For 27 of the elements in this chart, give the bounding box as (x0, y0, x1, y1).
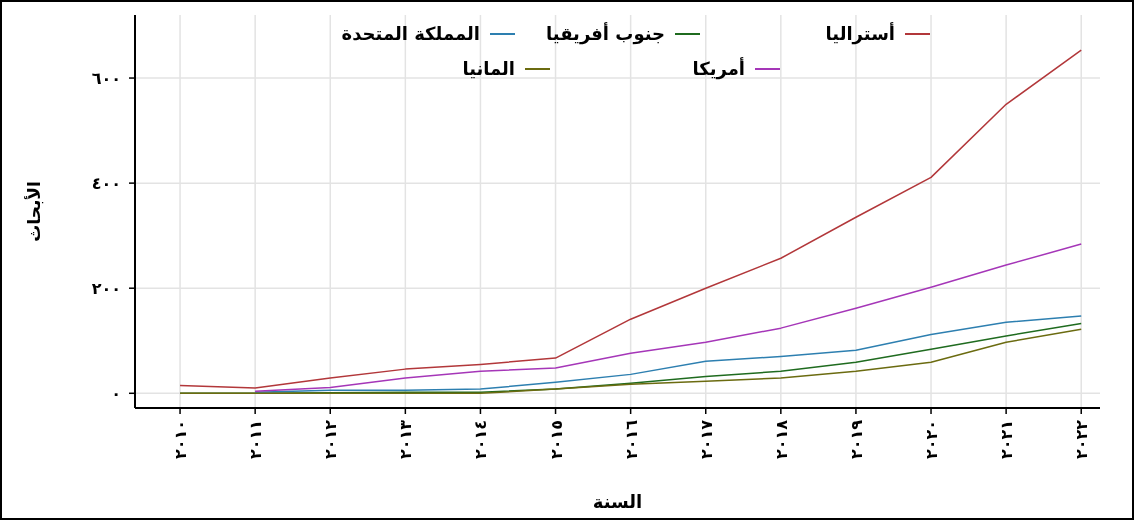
legend-label: جنوب أفريقيا (546, 22, 665, 45)
x-tick-label: ٢٠١٩ (846, 419, 866, 460)
legend-label: المانيا (462, 58, 515, 79)
x-tick-label: ٢٠١٠ (171, 420, 191, 460)
x-tick-label: ٢٠١٦ (621, 419, 641, 460)
x-tick-label: ٢٠١٢ (321, 419, 341, 460)
x-axis-title: السنة (592, 491, 643, 512)
line-series (254, 243, 1082, 392)
y-tick-label: ٤٠٠ (91, 174, 121, 194)
legend-label: أمريكا (692, 57, 745, 80)
x-tick-label: ٢٠٢٢ (1072, 419, 1092, 460)
x-tick-label: ٢٠١٣ (396, 419, 416, 460)
x-tick-label: ٢٠٢٠ (922, 420, 942, 460)
x-tick-label: ٢٠١٤ (471, 420, 491, 460)
legend-label: أستراليا (825, 22, 895, 45)
y-tick-label: ٠ (111, 384, 121, 404)
y-tick-label: ٢٠٠ (91, 279, 121, 299)
y-axis-title: الأبحاث (24, 181, 44, 242)
line-series (179, 49, 1082, 389)
x-tick-label: ٢٠١١ (246, 420, 266, 460)
line-series (254, 315, 1082, 393)
x-tick-label: ٢٠١٧ (696, 419, 716, 460)
x-tick-label: ٢٠٢١ (997, 420, 1017, 460)
x-tick-label: ٢٠١٥ (546, 420, 566, 460)
x-tick-label: ٢٠١٨ (771, 419, 791, 460)
y-tick-label: ٦٠٠ (91, 69, 121, 89)
legend-label: المملكة المتحدة (341, 23, 480, 44)
